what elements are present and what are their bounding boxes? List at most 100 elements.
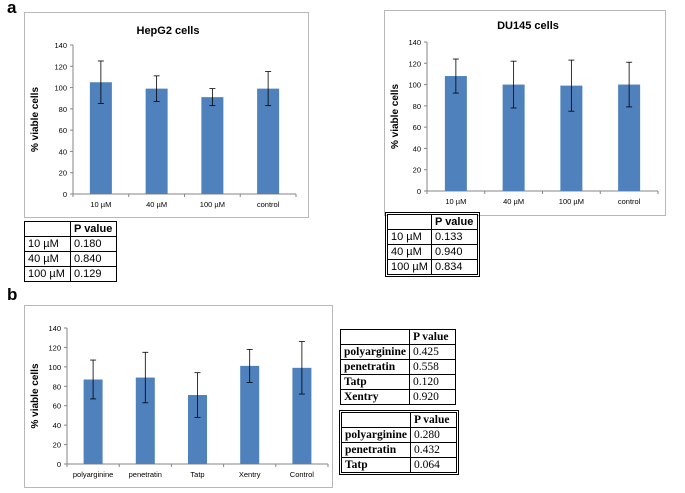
- pvalue-table-b-first: P value polyarginine 0.425 penetratin 0.558 T…: [340, 329, 456, 405]
- y-tick-label: 40: [59, 147, 67, 156]
- bar: [201, 97, 224, 194]
- y-axis-label: % viable cells: [30, 363, 41, 428]
- table-header-row: P value: [340, 329, 456, 345]
- y-tick-label: 20: [413, 166, 421, 175]
- pvalue-cell: 0.280: [409, 427, 457, 443]
- pvalue-cell: 0.920: [408, 389, 456, 405]
- row-label-cell: Tatp: [340, 374, 410, 390]
- y-tick-label: 100: [48, 363, 61, 372]
- bar: [502, 84, 525, 191]
- chart-hepg2-svg: HepG2 cells % viable cells 0 20 40 60 80 100 120…: [30, 25, 297, 209]
- y-tick-label: 20: [53, 441, 61, 450]
- table-row: 10 µM 0.180: [24, 236, 117, 252]
- x-tick-label: penetratin: [129, 470, 162, 479]
- table-row: penetratin 0.558: [340, 359, 456, 375]
- y-tick-label: 0: [63, 190, 67, 199]
- panel-label-b: b: [7, 285, 18, 304]
- pvalue-cell: 0.558: [408, 359, 456, 375]
- row-label-cell: 40 µM: [24, 251, 71, 267]
- x-tick-label: 100 µM: [200, 200, 225, 209]
- table-header-row: P value: [24, 221, 117, 237]
- x-tick-label: Control: [290, 470, 315, 479]
- x-tick-label: control: [618, 197, 641, 206]
- table-row: 10 µM 0.133: [387, 229, 478, 245]
- chart-du145: DU145 cells % viable cells 0 20 40 60 80 100 120…: [384, 10, 666, 216]
- pvalue-cell: 0.129: [70, 266, 117, 282]
- y-tick-label: 140: [408, 38, 421, 47]
- table-row: polyarginine 0.425: [340, 344, 456, 360]
- x-tick-label: Xentry: [239, 470, 261, 479]
- chart-hepg2: HepG2 cells % viable cells 0 20 40 60 80 100 120…: [24, 12, 309, 218]
- header-blank-cell: [341, 412, 411, 428]
- pvalue-table-hepg2: P value 10 µM 0.180 40 µM 0.840 100 µM 0.129: [24, 221, 117, 282]
- pvalue-cell: 0.064: [409, 457, 457, 473]
- table-header-row: P value: [387, 214, 478, 230]
- table-row: Tatp 0.064: [341, 457, 457, 473]
- pvalue-cell: 0.432: [409, 442, 457, 458]
- chart-du145-svg: DU145 cells % viable cells 0 20 40 60 80 100 120…: [390, 20, 659, 206]
- x-tick-label: 40 µM: [146, 200, 167, 209]
- header-blank-cell: [387, 214, 432, 230]
- x-tick-label: 10 µM: [445, 197, 466, 206]
- y-tick-label: 140: [54, 41, 67, 50]
- bar: [618, 84, 641, 191]
- pvalue-cell: 0.940: [431, 244, 478, 260]
- y-tick-label: 20: [59, 169, 67, 178]
- header-pvalue-cell: P value: [408, 329, 456, 345]
- y-tick-label: 40: [413, 144, 421, 153]
- header-pvalue-cell: P value: [431, 214, 478, 230]
- pvalue-cell: 0.180: [70, 236, 117, 252]
- bar: [135, 377, 155, 464]
- table-row: 100 µM 0.834: [387, 259, 478, 275]
- y-tick-label: 100: [408, 81, 421, 90]
- table-row: 40 µM 0.840: [24, 251, 117, 267]
- row-label-cell: Tatp: [341, 457, 411, 473]
- y-tick-label: 80: [53, 382, 61, 391]
- y-tick-label: 0: [57, 460, 61, 469]
- y-tick-label: 80: [59, 105, 67, 114]
- pvalue-cell: 0.120: [408, 374, 456, 390]
- chart-title: DU145 cells: [497, 20, 559, 32]
- table-row: Xentry 0.920: [340, 389, 456, 405]
- table-row: 40 µM 0.940: [387, 244, 478, 260]
- row-label-cell: polyarginine: [341, 427, 411, 443]
- row-label-cell: Xentry: [340, 389, 410, 405]
- row-label-cell: 10 µM: [24, 236, 71, 252]
- row-label-cell: 40 µM: [387, 244, 432, 260]
- y-tick-label: 120: [408, 59, 421, 68]
- panel-label-a: a: [7, 0, 17, 17]
- bar: [188, 395, 207, 464]
- header-pvalue-cell: P value: [409, 412, 457, 428]
- row-label-cell: 100 µM: [24, 266, 71, 282]
- table-row: penetratin 0.432: [341, 442, 457, 458]
- x-tick-label: Tatp: [190, 470, 204, 479]
- bar: [83, 379, 103, 464]
- bar: [89, 82, 112, 194]
- pvalue-cell: 0.834: [431, 259, 478, 275]
- x-tick-label: control: [257, 200, 280, 209]
- bar: [257, 88, 280, 194]
- y-tick-label: 120: [48, 343, 61, 352]
- row-label-cell: 10 µM: [387, 229, 432, 245]
- pvalue-cell: 0.425: [408, 344, 456, 360]
- chart-peptides: % viable cells 0 20 40 60 80 100 120 140 polyargi…: [24, 305, 333, 488]
- pvalue-cell: 0.133: [431, 229, 478, 245]
- y-tick-label: 80: [413, 102, 421, 111]
- pvalue-table-du145: P value 10 µM 0.133 40 µM 0.940 100 µM 0.834: [385, 212, 480, 277]
- header-blank-cell: [340, 329, 410, 345]
- x-tick-label: 10 µM: [90, 200, 111, 209]
- chart-peptides-svg: % viable cells 0 20 40 60 80 100 120 140 polyargi…: [30, 324, 329, 479]
- table-row: polyarginine 0.280: [341, 427, 457, 443]
- row-label-cell: penetratin: [341, 442, 411, 458]
- pvalue-table-b-second: P value polyarginine 0.280 penetratin 0.432 T…: [339, 410, 459, 475]
- x-tick-label: 100 µM: [559, 197, 584, 206]
- x-tick-label: polyarginine: [73, 470, 113, 479]
- y-axis-label: % viable cells: [390, 84, 401, 149]
- header-pvalue-cell: P value: [70, 221, 117, 237]
- y-axis-label: % viable cells: [30, 87, 41, 152]
- bar: [145, 88, 168, 194]
- y-tick-label: 60: [59, 126, 67, 135]
- bar: [292, 367, 312, 464]
- y-tick-label: 0: [417, 187, 421, 196]
- y-tick-label: 60: [413, 123, 421, 132]
